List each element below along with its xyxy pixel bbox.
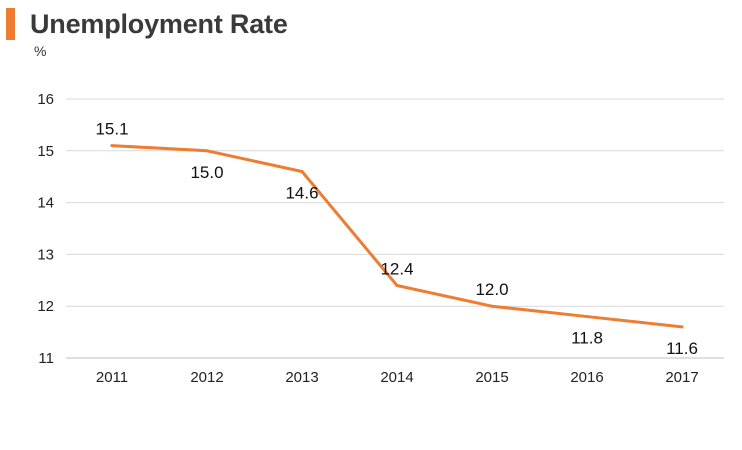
data-point — [490, 304, 494, 308]
x-tick-label: 2014 — [380, 369, 413, 386]
y-tick-label: 12 — [37, 298, 54, 315]
y-axis-unit-label: % — [34, 43, 47, 59]
y-tick-label: 13 — [37, 246, 54, 263]
y-tick-label: 16 — [37, 91, 54, 108]
data-point — [680, 325, 684, 329]
data-label: 15.1 — [95, 120, 128, 139]
title-accent-bar — [6, 8, 15, 40]
x-tick-label: 2016 — [570, 369, 603, 386]
x-tick-label: 2011 — [96, 369, 128, 386]
gridlines — [66, 98, 724, 359]
data-point — [205, 149, 209, 153]
data-point — [585, 315, 589, 319]
data-point — [395, 283, 399, 287]
x-tick-label: 2012 — [190, 369, 223, 386]
y-tick-label: 14 — [37, 195, 54, 212]
x-axis-ticks: 2011 2012 2013 2014 2015 2016 2017 — [96, 369, 699, 386]
x-tick-label: 2015 — [475, 369, 508, 386]
data-label: 12.4 — [380, 259, 413, 278]
x-tick-label: 2017 — [665, 369, 698, 386]
y-axis-ticks: 11 12 13 14 15 16 — [37, 91, 54, 367]
data-point — [300, 170, 304, 174]
data-label: 11.6 — [666, 339, 698, 358]
data-label: 14.6 — [285, 184, 318, 203]
data-label: 11.8 — [571, 329, 603, 348]
data-label: 12.0 — [475, 280, 508, 299]
data-labels: 15.1 15.0 14.6 12.4 12.0 11.8 11.6 — [95, 120, 697, 358]
y-tick-label: 15 — [37, 143, 54, 160]
data-point — [110, 144, 114, 148]
x-tick-label: 2013 — [285, 369, 318, 386]
data-label: 15.0 — [190, 163, 223, 182]
series-line-group — [110, 144, 684, 329]
chart-title: Unemployment Rate — [30, 9, 288, 39]
y-tick-label: 11 — [38, 350, 54, 367]
